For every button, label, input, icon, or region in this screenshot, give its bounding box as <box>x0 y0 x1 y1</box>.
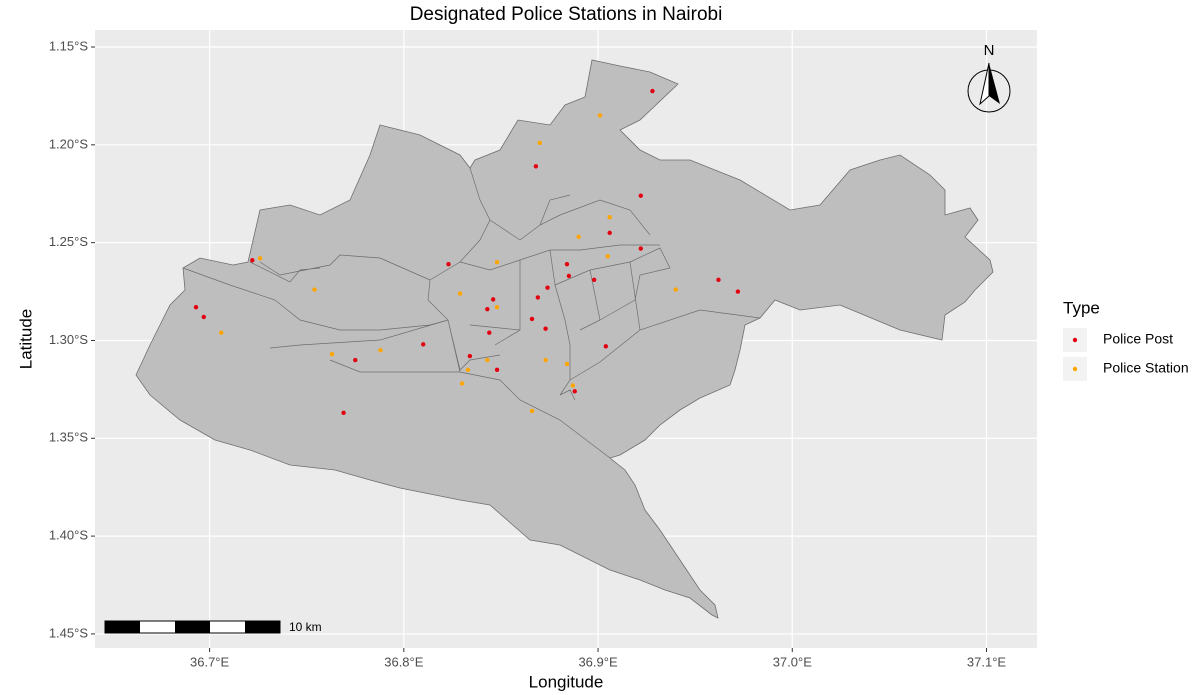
legend: Type Police Post Police Station <box>1063 298 1189 381</box>
point <box>564 261 570 267</box>
point <box>467 353 473 359</box>
point <box>459 381 465 386</box>
chart-title: Designated Police Stations in Nairobi <box>410 4 723 25</box>
point <box>603 344 609 349</box>
north-label: N <box>984 42 995 59</box>
city-boundary <box>135 59 994 619</box>
point <box>487 330 492 335</box>
y-tick-label: 1.20°S <box>49 136 89 151</box>
point <box>529 408 535 414</box>
x-tick-label: 37.0°E <box>773 654 813 669</box>
x-tick-label: 36.8°E <box>384 654 424 669</box>
point <box>607 230 612 236</box>
point <box>312 287 317 292</box>
point <box>537 140 542 146</box>
y-tick-label: 1.15°S <box>49 38 89 53</box>
y-axis-title: Latitude <box>16 309 35 370</box>
arrow-right <box>989 63 1000 104</box>
y-tick-label: 1.25°S <box>49 234 89 249</box>
point <box>494 367 500 373</box>
legend-marker <box>1072 337 1078 343</box>
point <box>193 305 199 310</box>
point <box>543 357 548 363</box>
point <box>257 256 263 261</box>
point <box>485 357 490 363</box>
point <box>446 261 451 267</box>
points <box>193 88 741 416</box>
scale-block <box>175 621 210 633</box>
point <box>650 88 655 94</box>
point <box>535 295 541 300</box>
x-tick-label: 36.7°E <box>190 654 230 669</box>
y-tick-label: 1.45°S <box>49 625 89 640</box>
x-axis-title: Longitude <box>529 672 604 691</box>
north-arrow: N <box>967 42 1011 113</box>
point <box>421 342 426 347</box>
point <box>570 383 575 388</box>
point <box>485 306 490 312</box>
scale-block <box>105 621 140 633</box>
y-tick-label: 1.35°S <box>49 430 89 445</box>
point <box>735 289 741 294</box>
point <box>576 234 581 239</box>
point <box>545 285 550 290</box>
point <box>605 254 610 259</box>
legend-label: Police Station <box>1103 360 1189 376</box>
point <box>716 277 721 283</box>
legend-title: Type <box>1063 298 1100 317</box>
point <box>566 273 572 279</box>
outline <box>135 59 994 619</box>
point <box>638 246 643 251</box>
y-tick-label: 1.40°S <box>49 528 89 543</box>
point <box>219 330 224 335</box>
point <box>201 314 206 320</box>
x-tick-label: 36.9°E <box>578 654 618 669</box>
point <box>465 367 471 373</box>
legend-marker <box>1072 366 1078 372</box>
point <box>597 113 603 118</box>
point <box>353 357 358 363</box>
scale-bar: 10 km <box>104 620 322 634</box>
point <box>250 258 255 263</box>
inner-boundaries <box>182 167 761 459</box>
point <box>378 348 383 353</box>
point <box>607 215 612 220</box>
legend-label: Police Post <box>1103 331 1173 347</box>
point <box>533 164 539 169</box>
x-tick-label: 37.1°E <box>967 654 1007 669</box>
point <box>494 260 500 265</box>
point <box>341 410 346 416</box>
point <box>543 326 548 331</box>
point <box>591 277 597 283</box>
point <box>329 351 335 357</box>
point <box>490 297 496 302</box>
point <box>564 361 570 367</box>
point <box>572 389 577 394</box>
y-tick-label: 1.30°S <box>49 332 89 347</box>
point <box>673 287 678 292</box>
point <box>457 291 463 296</box>
scale-block <box>245 621 280 633</box>
scale-label: 10 km <box>289 620 322 634</box>
point <box>494 305 500 310</box>
point <box>529 316 535 322</box>
point <box>638 193 643 198</box>
